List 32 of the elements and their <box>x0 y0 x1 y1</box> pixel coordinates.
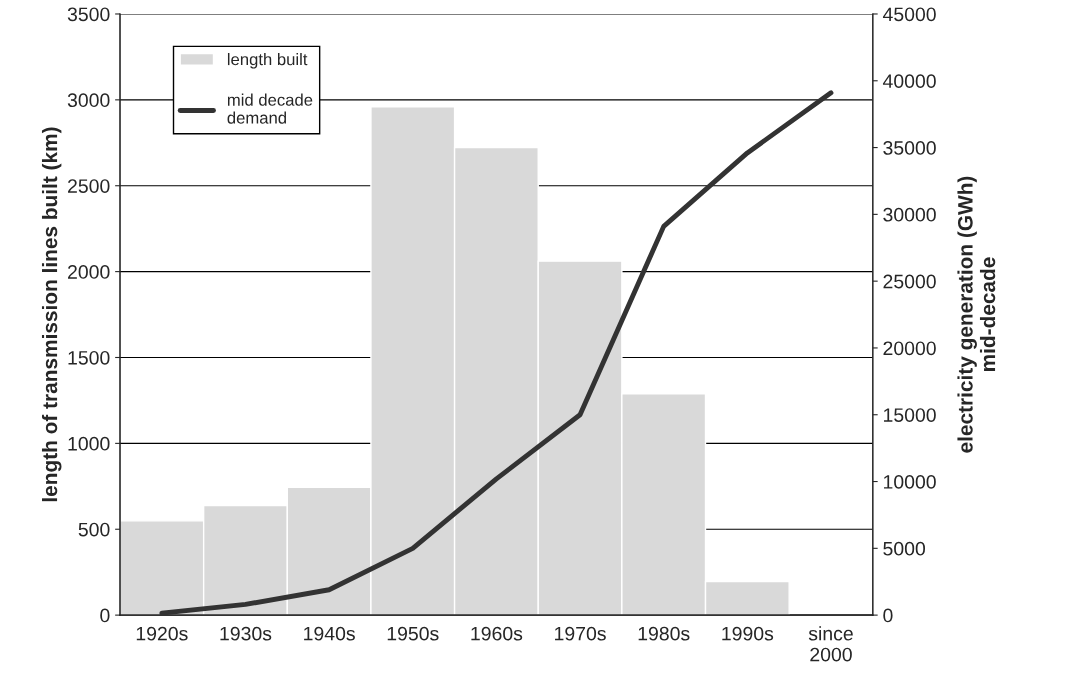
y2-tick-label: 0 <box>883 608 893 623</box>
x-tick-label: 1970s <box>555 626 606 641</box>
y-axis-title: length of transmission lines built (km) <box>41 127 62 502</box>
y2-tick-label: 40000 <box>882 74 936 89</box>
y2-tick-label: 25000 <box>883 274 936 289</box>
y2-tick-label: 45000 <box>882 7 936 22</box>
y2-tick-label: 35000 <box>883 141 936 155</box>
y2-tick-label: 20000 <box>883 341 936 356</box>
x-tick-label: 1920s <box>136 626 188 641</box>
y-tick-label: 1500 <box>68 350 110 365</box>
y-tick-label: 500 <box>78 522 110 537</box>
y-tick-label: 3000 <box>67 93 110 108</box>
y-tick-label: 2500 <box>68 179 110 193</box>
x-tick-label: 1990s <box>722 626 774 641</box>
y2-tick-label: 5000 <box>883 541 926 556</box>
x-tick-label: 1940s <box>304 626 355 641</box>
y2-tick-label: 30000 <box>883 207 936 222</box>
y-tick-label: 0 <box>100 608 110 623</box>
x-tick-label: 1980s <box>638 626 690 641</box>
x-tick-label: 1960s <box>471 626 523 641</box>
x-tick-label: since 2000 <box>808 626 853 662</box>
legend-label: length built <box>227 53 308 69</box>
legend-label: mid decade demand <box>227 93 313 124</box>
y2-tick-label: 15000 <box>884 408 936 422</box>
y2-tick-label: 10000 <box>884 475 936 489</box>
x-tick-label: 1930s <box>220 626 272 641</box>
line-series <box>159 90 834 616</box>
y-tick-label: 1000 <box>68 436 110 451</box>
y2-axis-title: electricity generation (GWh) mid-decade <box>957 176 996 453</box>
x-tick-label: 1950s <box>387 626 439 641</box>
y-tick-label: 3500 <box>67 7 110 22</box>
y-tick-label: 2000 <box>68 265 110 279</box>
